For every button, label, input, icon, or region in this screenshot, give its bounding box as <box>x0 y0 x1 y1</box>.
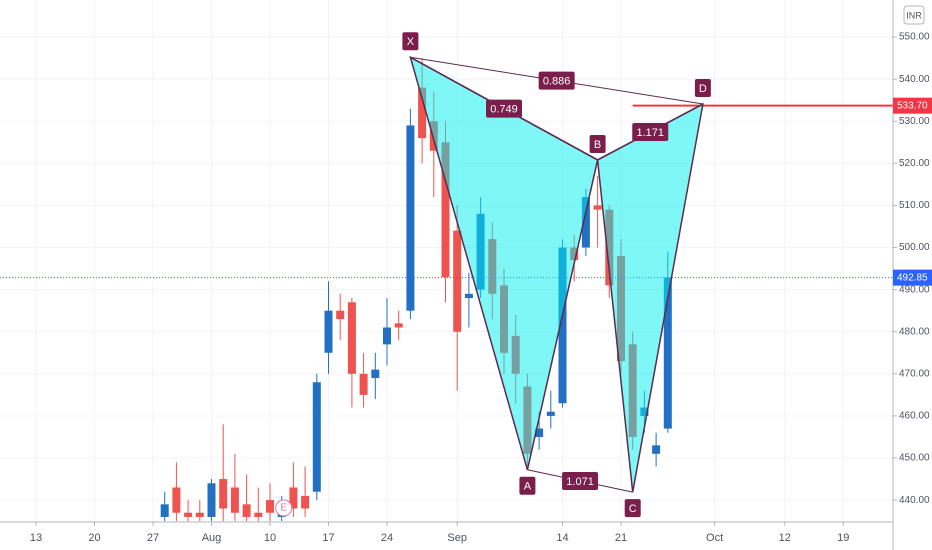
candle-body <box>581 197 590 248</box>
x-tick-label: Sep <box>447 532 467 544</box>
candle-body <box>336 310 345 320</box>
candle-body <box>546 411 555 416</box>
y-tick-label: 530.00 <box>899 116 930 127</box>
x-tick-label: 12 <box>779 532 791 544</box>
x-tick-label: Aug <box>202 532 222 544</box>
x-tick-label: 21 <box>615 532 627 544</box>
point-box <box>694 78 711 97</box>
candle-body <box>406 125 415 311</box>
y-tick-label: 510.00 <box>899 200 930 211</box>
ratio-label: 0.886 <box>543 76 571 88</box>
x-tick-label: Oct <box>706 532 723 544</box>
candle-body <box>593 205 602 210</box>
candle-body <box>230 487 239 513</box>
x-tick-label: 20 <box>88 532 100 544</box>
y-tick-label: 500.00 <box>899 242 930 253</box>
currency-label: INR <box>906 10 922 20</box>
candle-body <box>371 369 380 379</box>
candle-body <box>558 247 567 404</box>
point-label: D <box>699 83 707 95</box>
earnings-marker <box>275 499 293 517</box>
x-tick-label: 24 <box>381 532 393 544</box>
ratio-box <box>562 471 599 490</box>
y-tick-label: 550.00 <box>899 32 930 43</box>
ratio-box <box>632 122 669 141</box>
candle-body <box>324 310 333 353</box>
x-tick-label: 14 <box>556 532 568 544</box>
plot-area: E 0.749 0.886 1.171 1.071 X A B C D <box>0 32 893 522</box>
candle-body <box>535 428 544 437</box>
x-tick-label: 27 <box>147 532 159 544</box>
y-tick-label: 540.00 <box>899 74 930 85</box>
price-label-box <box>893 97 932 114</box>
candle-body <box>301 495 310 509</box>
candle-body <box>184 512 193 517</box>
candle-body <box>383 327 391 345</box>
candle-body <box>219 479 228 509</box>
y-tick-label: 450.00 <box>899 453 930 464</box>
point-box <box>589 134 606 153</box>
point-label: C <box>629 503 637 515</box>
candle-body <box>418 87 427 139</box>
y-tick-label: 470.00 <box>899 368 930 379</box>
point-label: A <box>524 481 532 493</box>
point-box <box>519 476 536 495</box>
price-label: 533.70 <box>897 100 928 111</box>
price-label-box <box>893 269 932 286</box>
candle-body <box>160 504 169 517</box>
currency-badge[interactable] <box>903 5 925 25</box>
candle-body <box>254 512 263 517</box>
grid <box>0 0 893 522</box>
point-label: B <box>594 139 601 151</box>
x-tick-label: 17 <box>322 532 334 544</box>
ratio-label: 1.071 <box>566 476 594 488</box>
candle-body <box>359 373 368 395</box>
ratio-label: 0.749 <box>490 104 518 116</box>
candle-body <box>441 142 450 277</box>
point-label: X <box>407 36 415 48</box>
price-label: 492.85 <box>897 272 928 283</box>
y-tick-label: 460.00 <box>899 411 930 422</box>
earnings-label: E <box>280 503 287 514</box>
candle-body <box>453 230 462 332</box>
point-box <box>402 32 419 51</box>
candle-body <box>464 293 473 299</box>
y-tick-label: 480.00 <box>899 326 930 337</box>
candle-body <box>289 487 298 509</box>
candle-body <box>195 512 204 517</box>
y-tick-label: 520.00 <box>899 158 930 169</box>
candle-body <box>663 277 672 429</box>
x-tick-label: 10 <box>264 532 276 544</box>
candle-body <box>394 323 403 328</box>
candle-body <box>347 302 356 374</box>
ratio-box <box>486 99 522 118</box>
ratio-box <box>538 71 575 90</box>
x-tick-label: 19 <box>837 532 849 544</box>
candle-body <box>652 445 661 454</box>
x-tick-label: 13 <box>30 532 42 544</box>
y-tick-label: 440.00 <box>899 495 930 506</box>
candle-body <box>312 382 321 492</box>
ratio-label: 1.171 <box>636 127 664 139</box>
candle-body <box>242 504 251 517</box>
candle-body <box>207 483 216 517</box>
point-box <box>624 499 641 518</box>
candle-body <box>266 500 274 513</box>
candle-body <box>172 487 181 513</box>
y-tick-label: 490.00 <box>899 284 930 295</box>
